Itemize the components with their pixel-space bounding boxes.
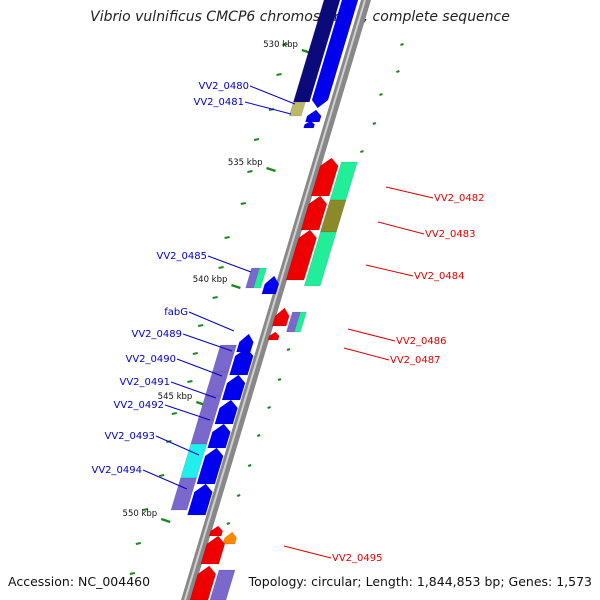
right-leader-line xyxy=(365,264,414,277)
gene-arrow xyxy=(303,120,315,129)
gene-label-left: VV2_0481 xyxy=(194,97,245,108)
gc-track-mark xyxy=(276,73,282,76)
gene-arrow xyxy=(267,331,280,341)
right-leader-line xyxy=(347,328,396,342)
left-leader-line xyxy=(155,435,200,456)
gene-cog-box xyxy=(253,267,268,289)
gc-track-mark xyxy=(224,236,230,239)
skew-track-mark xyxy=(277,378,282,381)
gene-arrow xyxy=(200,535,226,565)
gene-label-right: VV2_0482 xyxy=(434,193,485,204)
gc-track-mark xyxy=(198,324,204,327)
gene-arrow xyxy=(271,307,290,327)
right-leader-line xyxy=(385,186,434,199)
gc-track-mark xyxy=(253,138,260,141)
right-leader-line xyxy=(343,347,390,361)
gene-cog-box xyxy=(288,101,306,117)
gene-cog-box xyxy=(303,231,337,287)
gene-label-left: VV2_0493 xyxy=(105,431,156,442)
skew-track-mark xyxy=(267,406,271,409)
gene-label-left: VV2_0489 xyxy=(132,329,183,340)
gene-label-left: fabG xyxy=(164,307,188,318)
left-leader-line xyxy=(164,404,211,421)
left-leader-line xyxy=(207,255,252,273)
gene-label-right: VV2_0483 xyxy=(425,229,476,240)
gene-arrow xyxy=(311,0,359,109)
gc-track-mark xyxy=(171,412,177,415)
gene-arrow xyxy=(208,525,224,537)
left-leader-line xyxy=(170,381,217,399)
accession-text: Accession: NC_004460 xyxy=(8,574,151,589)
backbone-highlight xyxy=(184,0,366,600)
scale-label: 535 kbp xyxy=(228,158,263,168)
left-leader-line xyxy=(188,311,235,332)
right-leader-line xyxy=(283,545,332,559)
gene-label-right: VV2_0484 xyxy=(414,271,465,282)
skew-track-mark xyxy=(372,122,377,125)
gene-arrow xyxy=(187,483,213,516)
gene-label-left: VV2_0491 xyxy=(120,377,171,388)
gene-cog-box xyxy=(209,569,236,600)
skew-track-mark xyxy=(360,150,364,153)
left-leader-line xyxy=(249,85,296,105)
summary-text: Topology: circular; Length: 1,844,853 bp… xyxy=(248,574,592,589)
scale-label: 550 kbp xyxy=(123,509,158,519)
left-leader-line xyxy=(182,333,233,352)
scale-tick xyxy=(266,166,276,173)
scale-tick xyxy=(160,517,171,524)
gc-track-mark xyxy=(247,170,253,173)
skew-track-mark xyxy=(236,494,241,497)
gc-track-mark xyxy=(159,474,165,477)
skew-track-mark xyxy=(247,464,252,467)
gc-track-mark xyxy=(212,296,218,299)
scale-tick xyxy=(231,283,241,290)
gc-track-mark xyxy=(282,43,288,46)
gene-label-right: VV2_0487 xyxy=(390,355,441,366)
gene-arrow xyxy=(285,229,317,281)
gene-arrow xyxy=(261,275,280,295)
skew-track-mark xyxy=(396,70,400,73)
gene-label-left: VV2_0485 xyxy=(157,251,208,262)
gene-cog-box xyxy=(292,0,341,103)
left-leader-line xyxy=(176,358,223,377)
gc-track-mark xyxy=(218,266,224,269)
skew-track-mark xyxy=(286,348,291,351)
gc-track-mark xyxy=(142,508,149,511)
gene-label-left: VV2_0492 xyxy=(114,400,165,411)
gene-label-left: VV2_0490 xyxy=(126,354,177,365)
scale-label: 545 kbp xyxy=(158,392,193,402)
gene-label-right: VV2_0486 xyxy=(396,336,447,347)
gene-arrow xyxy=(304,109,322,123)
left-leader-line xyxy=(244,101,292,115)
scale-label: 530 kbp xyxy=(263,40,298,50)
right-leader-line xyxy=(377,221,425,235)
gc-track-mark xyxy=(192,352,198,355)
gene-label-left: VV2_0494 xyxy=(92,465,143,476)
skew-track-mark xyxy=(400,43,404,46)
gc-track-mark xyxy=(240,202,246,205)
gene-cog-box xyxy=(293,311,307,333)
gc-track-mark xyxy=(135,542,141,545)
gene-label-right: VV2_0495 xyxy=(332,553,383,564)
gene-cog-box xyxy=(170,477,198,511)
gene-label-left: VV2_0480 xyxy=(199,81,250,92)
skew-track-mark xyxy=(379,93,383,96)
skew-track-mark xyxy=(256,434,261,437)
map-title: Vibrio vulnificus CMCP6 chromosome II, c… xyxy=(90,9,510,25)
gc-track-mark xyxy=(187,380,193,383)
scale-label: 540 kbp xyxy=(193,275,228,285)
gene-arrow xyxy=(222,531,237,545)
skew-track-mark xyxy=(226,522,231,525)
gc-track-mark xyxy=(129,572,135,575)
gene-arrow xyxy=(189,565,217,600)
left-leader-line xyxy=(142,469,188,490)
